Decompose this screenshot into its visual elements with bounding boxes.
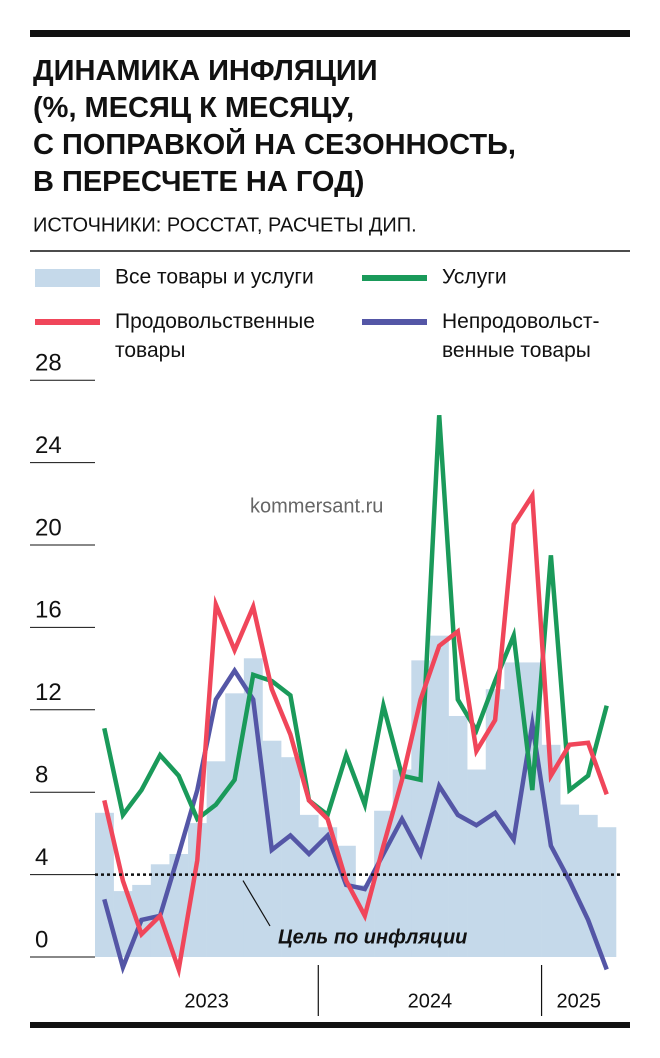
bar	[113, 891, 133, 957]
legend-swatch	[35, 269, 100, 287]
chart-subtitle: ИСТОЧНИКИ: РОССТАТ, РАСЧЕТЫ ДИП.	[33, 214, 417, 236]
bar	[318, 827, 338, 957]
bar	[392, 769, 412, 957]
bar	[281, 757, 300, 957]
top-rule	[30, 30, 630, 37]
bar	[541, 744, 561, 957]
bar	[429, 635, 449, 957]
bar	[188, 823, 207, 957]
y-tick-label: 12	[35, 679, 62, 706]
bar	[467, 769, 487, 957]
legend-label: Непродовольст-венные товары	[442, 310, 600, 362]
y-tick-label: 4	[35, 844, 48, 871]
bar	[578, 814, 598, 957]
legend-label: Услуги	[442, 266, 507, 289]
line	[102, 415, 609, 823]
legend-label: Продовольственные товары	[115, 310, 315, 362]
y-tick-label: 16	[35, 597, 62, 624]
year-label: 2025	[557, 990, 602, 1012]
bar	[411, 660, 431, 957]
watermark: kommersant.ru	[250, 495, 383, 517]
year-label: 2024	[408, 990, 453, 1012]
y-tick-label: 20	[35, 514, 62, 541]
bar	[597, 827, 617, 957]
y-tick-label: 8	[35, 762, 48, 789]
bar	[504, 662, 524, 957]
y-tick-label: 0	[35, 926, 48, 953]
bottom-rule	[30, 1022, 630, 1028]
line	[102, 666, 609, 975]
y-tick-label: 24	[35, 432, 62, 459]
annotation-leader	[242, 880, 271, 927]
y-tick-label: 28	[35, 350, 62, 377]
year-label: 2023	[184, 990, 229, 1012]
plot	[95, 415, 617, 979]
chart-title: ДИНАМИКА ИНФЛЯЦИИ (%, МЕСЯЦ К МЕСЯЦУ, С ПО…	[33, 55, 516, 198]
bar	[485, 689, 505, 957]
target-label: Цель по инфляции	[278, 926, 467, 948]
legend-label: Все товары и услуги	[115, 266, 314, 289]
line	[102, 488, 609, 979]
bar	[448, 715, 468, 957]
bar	[206, 761, 226, 957]
